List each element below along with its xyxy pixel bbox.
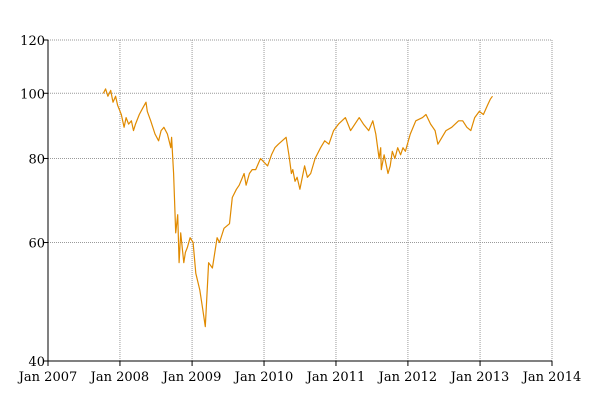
x-tick-label: Jan 2013 [449,370,510,385]
y-tick-label: 100 [20,87,45,102]
series-line [102,88,493,328]
gridlines [48,39,553,361]
axes [43,39,553,366]
x-tick-label: Jan 2009 [161,370,222,385]
y-tick-label: 120 [20,34,45,49]
x-tick-label: Jan 2008 [89,370,150,385]
y-tick-label: 60 [28,237,45,252]
y-tick-label: 40 [28,355,45,370]
y-tick-label: 80 [28,152,45,167]
x-tick-label: Jan 2014 [521,370,582,385]
x-tick-label: Jan 2011 [305,370,366,385]
tick-labels: Jan 2007 Jan 2008 Jan 2009 Jan 2010 Jan 2011… [17,34,582,385]
series-layer [102,88,493,328]
x-tick-label: Jan 2010 [233,370,294,385]
x-tick-label: Jan 2007 [17,370,78,385]
x-tick-label: Jan 2012 [377,370,438,385]
